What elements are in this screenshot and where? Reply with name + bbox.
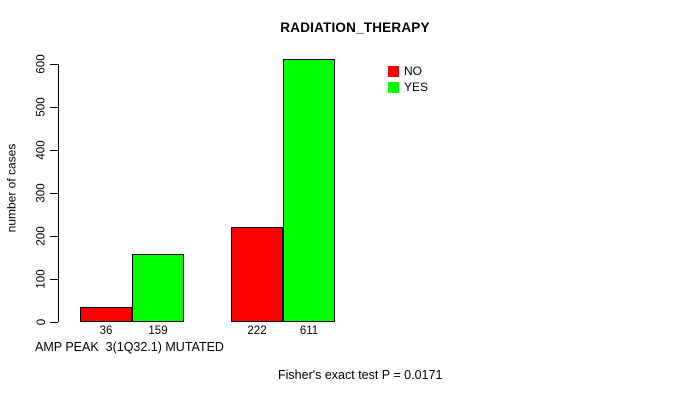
y-tick-mark xyxy=(50,321,58,323)
y-tick-label-box: 600 xyxy=(35,34,49,94)
bar-yes-group2 xyxy=(283,59,335,322)
legend-item-no: NO xyxy=(388,64,428,78)
legend-label-no: NO xyxy=(404,64,422,78)
bar-yes-group1 xyxy=(132,254,184,322)
y-tick-label: 400 xyxy=(36,140,48,160)
y-tick-mark xyxy=(50,149,58,151)
chart-title: RADIATION_THERAPY xyxy=(280,20,430,35)
y-tick-label: 100 xyxy=(36,269,48,289)
y-axis-title-box: number of cases xyxy=(0,128,22,248)
y-tick-label: 300 xyxy=(36,183,48,203)
bar-value-label: 222 xyxy=(247,325,267,337)
legend-swatch-yes xyxy=(388,81,399,93)
x-axis-title: AMP PEAK 3(1Q32.1) MUTATED xyxy=(35,340,224,354)
legend: NO YES xyxy=(388,64,428,96)
y-tick-mark xyxy=(50,278,58,280)
y-tick-label: 600 xyxy=(36,54,48,74)
bar-no-group1 xyxy=(80,307,132,322)
bar-value-label: 611 xyxy=(299,325,319,337)
y-tick-mark xyxy=(50,235,58,237)
y-axis-line xyxy=(58,64,59,322)
y-tick-mark xyxy=(50,63,58,65)
bar-value-label: 36 xyxy=(99,325,113,337)
y-tick-label: 0 xyxy=(36,318,48,326)
legend-label-yes: YES xyxy=(404,80,429,94)
stat-annotation: Fisher's exact test P = 0.0171 xyxy=(278,368,443,382)
y-tick-label: 200 xyxy=(36,226,48,246)
bar-value-label: 159 xyxy=(148,325,168,337)
y-tick-mark xyxy=(50,106,58,108)
legend-swatch-no xyxy=(388,65,399,77)
bar-no-group2 xyxy=(231,227,283,322)
y-axis-title: number of cases xyxy=(4,143,18,233)
y-tick-mark xyxy=(50,192,58,194)
y-tick-label: 500 xyxy=(36,97,48,117)
legend-item-yes: YES xyxy=(388,80,428,94)
